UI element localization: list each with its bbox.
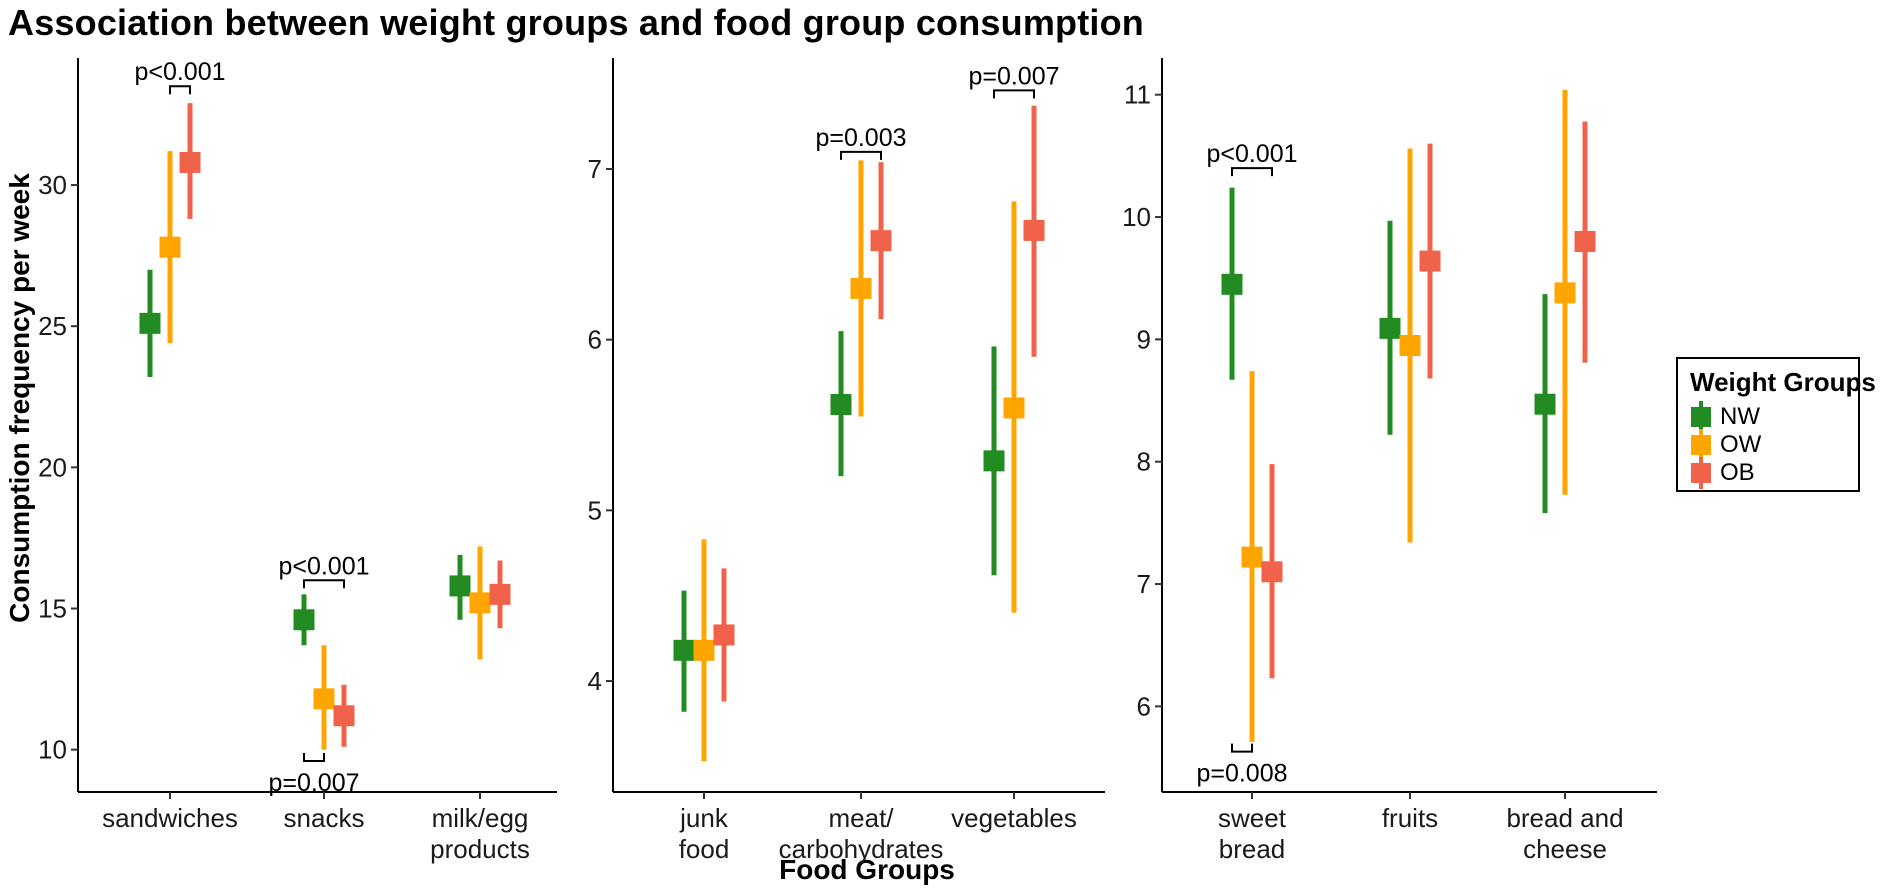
legend-label-ow: OW <box>1720 431 1762 458</box>
panel-1-xtick-label-1-0: snacks <box>284 803 365 833</box>
panel-3-cat0-nw-point <box>1221 273 1243 295</box>
panel-1-xtick-label-2-0: milk/egg <box>432 803 529 833</box>
panel-2-cat1-ow-point <box>850 277 872 299</box>
panel-1-sig-bracket-0 <box>169 85 191 95</box>
panel-2-xtick-label-0-1: food <box>679 834 730 864</box>
legend: Weight Groups NW OW OB <box>1676 357 1876 492</box>
panel-3-xtick-label-0-1: bread <box>1219 834 1286 864</box>
panel-3-cat2-ow-point <box>1554 282 1576 304</box>
panel-3-xtick-label-2-1: cheese <box>1523 834 1607 864</box>
panel-1-sig-label-1: p<0.001 <box>278 552 369 580</box>
x-axis-label: Food Groups <box>779 854 955 885</box>
panel-1-cat1-nw-point <box>293 609 315 631</box>
panel-2-cat0-nw-point <box>673 639 695 661</box>
panel-3-ytick-label-11: 11 <box>1124 80 1151 110</box>
panel-3-cat1-nw-point <box>1379 317 1401 339</box>
panel-2-cat1-ob-point <box>870 230 892 252</box>
panel-1-ytick-label-10: 10 <box>38 735 67 765</box>
panel-2-ytick-label-5: 5 <box>588 495 602 525</box>
panel-2-cat2-nw-point <box>983 450 1005 472</box>
panel-1-sig-label-0: p<0.001 <box>134 58 225 86</box>
panel-2-xtick-label-1-0: meat/ <box>828 803 894 833</box>
panel-1-cat0-ow-point <box>159 236 181 258</box>
panel-1-ytick-label-30: 30 <box>38 170 67 200</box>
panel-3-cat2-nw-point <box>1534 393 1556 415</box>
panel-3-cat1-ow-point <box>1399 334 1421 356</box>
panel-1-sig-label-2: p=0.007 <box>268 769 359 797</box>
panel-2-cat2-ow-point <box>1003 397 1025 419</box>
legend-title: Weight Groups <box>1690 367 1876 397</box>
panel-1-cat0-nw-point <box>139 312 161 334</box>
panel-3-cat2-ob-point <box>1574 231 1596 252</box>
panel-3-ytick-label-8: 8 <box>1137 447 1151 477</box>
panel-3-sig-bracket-0 <box>1231 167 1273 177</box>
legend-swatch-ob <box>1691 463 1711 483</box>
panel-2-ytick-label-7: 7 <box>588 154 602 184</box>
panel-1-ytick-label-25: 25 <box>38 311 67 341</box>
panel-3-xtick-label-2-0: bread and <box>1506 803 1623 833</box>
panel-2-sig-label-0: p=0.003 <box>815 124 906 152</box>
panel-1-xtick-label-2-1: products <box>430 834 530 864</box>
chart-title: Association between weight groups and fo… <box>8 2 1144 43</box>
panel-3-ytick-label-6: 6 <box>1137 691 1151 721</box>
panel-1-cat2-ob-point <box>489 583 511 605</box>
legend-swatch-ow <box>1691 435 1711 455</box>
panel-2-sig-bracket-0 <box>840 150 882 160</box>
panel-1-cat2-nw-point <box>449 575 471 597</box>
panel-2-cat0-ow-point <box>693 639 715 661</box>
panel-1-ytick-label-15: 15 <box>38 594 67 624</box>
panel-3-sig-bracket-1 <box>1231 743 1253 753</box>
legend-label-nw: NW <box>1720 403 1760 430</box>
panel-1-xtick-label-0-0: sandwiches <box>102 803 238 833</box>
panel-1-cat1-ow-point <box>313 688 335 710</box>
panel-3-cat1-ob-point <box>1419 250 1441 272</box>
panel-3-xtick-label-0-0: sweet <box>1218 803 1287 833</box>
panel-3-cat0-ow-point <box>1241 546 1263 568</box>
panel-2-cat1-nw-point <box>830 394 852 416</box>
panel-2-ytick-label-4: 4 <box>588 666 602 696</box>
panel-3-sig-label-1: p=0.008 <box>1196 760 1287 788</box>
panel-3-xtick-label-1-0: fruits <box>1382 803 1438 833</box>
panel-1-sig-bracket-2 <box>303 752 325 762</box>
panel-3-ytick-label-9: 9 <box>1137 324 1151 354</box>
panel-1-ytick-label-20: 20 <box>38 452 67 482</box>
panel-2-ytick-label-6: 6 <box>588 325 602 355</box>
panel-1-cat2-ow-point <box>469 592 491 614</box>
panel-2-cat2-ob-point <box>1023 219 1045 241</box>
panel-2-cat0-ob-point <box>713 624 735 646</box>
panel-2-sig-bracket-1 <box>993 89 1035 99</box>
panel-1-cat0-ob-point <box>179 151 201 173</box>
panel-2-xtick-label-0-0: junk <box>679 803 729 833</box>
panel-3-cat0-ob-point <box>1261 561 1283 583</box>
panel-2-xtick-label-1-1: carbohydrates <box>779 834 944 864</box>
panel-1-sig-bracket-1 <box>303 579 345 589</box>
legend-label-ob: OB <box>1720 459 1755 486</box>
panel-2-xtick-label-2-0: vegetables <box>951 803 1077 833</box>
legend-swatch-nw <box>1691 407 1711 427</box>
panel-1-cat1-ob-point <box>333 705 355 727</box>
panel-3-ytick-label-7: 7 <box>1137 569 1151 599</box>
panel-3-sig-label-0: p<0.001 <box>1206 140 1297 168</box>
panel-2-sig-label-1: p=0.007 <box>968 62 1059 90</box>
panel-3-ytick-label-10: 10 <box>1122 202 1151 232</box>
